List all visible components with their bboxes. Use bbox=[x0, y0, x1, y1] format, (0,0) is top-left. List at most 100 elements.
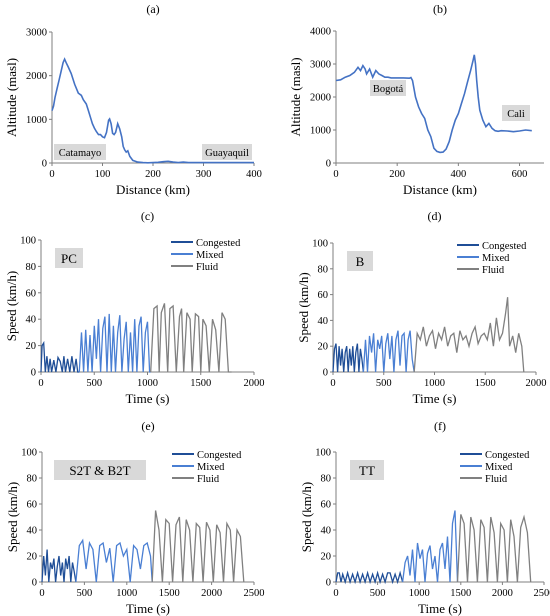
y-tick-label: 0 bbox=[326, 159, 331, 170]
y-tick-label: 2000 bbox=[310, 93, 331, 104]
speed-series-line bbox=[150, 303, 232, 373]
x-axis-title: Distance (km) bbox=[116, 182, 190, 197]
x-axis-title: Time (s) bbox=[126, 391, 170, 406]
y-tick-label: 40 bbox=[26, 315, 37, 326]
y-tick-label: 0 bbox=[326, 578, 331, 589]
x-tick-label: 1000 bbox=[116, 588, 137, 599]
y-tick-label: 20 bbox=[321, 552, 332, 563]
x-tick-label: 0 bbox=[39, 588, 44, 599]
location-label: Bogotá bbox=[373, 84, 404, 95]
location-label: Guayaquil bbox=[205, 148, 249, 159]
legend-label: Mixed bbox=[482, 253, 510, 264]
y-tick-label: 60 bbox=[26, 288, 37, 299]
legend-label: Fluid bbox=[196, 262, 219, 273]
speed-series-line bbox=[332, 343, 365, 373]
y-tick-label: 80 bbox=[321, 474, 332, 485]
y-tick-label: 100 bbox=[315, 448, 331, 459]
altitude-line bbox=[335, 54, 532, 154]
x-tick-label: 1000 bbox=[409, 588, 430, 599]
x-axis-title: Time (s) bbox=[126, 601, 170, 616]
legend-label: Fluid bbox=[482, 265, 505, 276]
y-tick-label: 80 bbox=[27, 474, 38, 485]
location-label-box bbox=[502, 105, 530, 121]
location-label-box bbox=[54, 144, 106, 160]
x-tick-label: 500 bbox=[86, 378, 102, 389]
x-tick-label: 400 bbox=[246, 169, 262, 180]
vehicle-label: S2T & B2T bbox=[69, 463, 130, 478]
chart-panel-1: (a) 0 100 200 300 400 0 1000 2000 3000 Distance (k… bbox=[4, 2, 262, 197]
x-tick-label: 100 bbox=[95, 169, 111, 180]
x-tick-label: 200 bbox=[145, 169, 161, 180]
location-label: Catamayo bbox=[59, 148, 102, 159]
y-tick-label: 60 bbox=[27, 500, 38, 511]
y-tick-label: 0 bbox=[42, 159, 47, 170]
x-tick-label: 0 bbox=[38, 378, 43, 389]
speed-series-line bbox=[75, 538, 153, 583]
x-tick-label: 600 bbox=[512, 169, 528, 180]
x-tick-label: 500 bbox=[376, 378, 392, 389]
x-tick-label: 2000 bbox=[244, 378, 265, 389]
y-tick-label: 0 bbox=[31, 368, 36, 379]
x-tick-label: 0 bbox=[49, 169, 54, 180]
y-tick-label: 20 bbox=[318, 342, 329, 353]
y-tick-label: 0 bbox=[323, 368, 328, 379]
panel-label: (a) bbox=[146, 2, 159, 16]
vehicle-label: TT bbox=[359, 463, 375, 478]
panel-label: (f) bbox=[434, 419, 446, 433]
x-tick-label: 300 bbox=[196, 169, 212, 180]
chart-panel-2: (b) 0 200 400 600 0 1000 2000 3000 4000 Distance (… bbox=[288, 2, 544, 197]
y-tick-label: 0 bbox=[32, 578, 37, 589]
y-tick-label: 1000 bbox=[26, 115, 47, 126]
x-tick-label: 500 bbox=[77, 588, 93, 599]
x-tick-label: 2000 bbox=[201, 588, 222, 599]
y-tick-label: 3000 bbox=[310, 60, 331, 71]
legend-label: Fluid bbox=[485, 474, 508, 485]
x-tick-label: 200 bbox=[389, 169, 405, 180]
y-tick-label: 40 bbox=[27, 526, 38, 537]
panel-label: (e) bbox=[141, 419, 154, 433]
y-tick-label: 20 bbox=[27, 552, 38, 563]
chart-panel-3: (c) 0 500 1000 1500 2000 0 20 40 60 80 100 Time (s) S… bbox=[4, 209, 265, 406]
panel-label: (b) bbox=[433, 2, 447, 16]
legend-label: Mixed bbox=[196, 250, 224, 261]
location-label-box bbox=[370, 80, 406, 96]
x-tick-label: 1500 bbox=[475, 378, 496, 389]
vehicle-label: B bbox=[356, 254, 365, 269]
speed-series-line bbox=[40, 340, 80, 373]
location-label: Cali bbox=[507, 109, 525, 120]
x-tick-label: 0 bbox=[333, 169, 338, 180]
speed-series-line bbox=[41, 549, 77, 583]
x-axis-title: Distance (km) bbox=[403, 182, 477, 197]
x-tick-label: 1000 bbox=[424, 378, 445, 389]
speed-series-line bbox=[151, 510, 245, 583]
x-tick-label: 2000 bbox=[492, 588, 513, 599]
location-label-box bbox=[202, 144, 252, 160]
panel-label: (d) bbox=[428, 209, 442, 223]
y-tick-label: 40 bbox=[318, 316, 329, 327]
y-axis-title: Altitude (masl) bbox=[288, 57, 303, 136]
x-axis-title: Time (s) bbox=[413, 391, 457, 406]
vehicle-label-box bbox=[347, 251, 373, 271]
speed-series-line bbox=[401, 510, 459, 583]
panel-label: (c) bbox=[141, 209, 154, 223]
y-axis-title: Speed (km/h) bbox=[296, 272, 311, 342]
legend-label: Congested bbox=[196, 238, 241, 249]
chart-panel-5: (e) 0 500 1000 1500 2000 2500 0 20 40 60 80 100 Time … bbox=[5, 419, 265, 616]
y-axis-title: Speed (km/h) bbox=[4, 271, 19, 341]
y-tick-label: 40 bbox=[321, 526, 332, 537]
legend-label: Congested bbox=[482, 241, 527, 252]
speed-series-line bbox=[456, 514, 532, 583]
y-tick-label: 20 bbox=[26, 341, 37, 352]
x-tick-label: 0 bbox=[330, 378, 335, 389]
speed-series-line bbox=[78, 313, 151, 373]
speed-series-line bbox=[413, 297, 525, 373]
x-tick-label: 0 bbox=[333, 588, 338, 599]
x-tick-label: 1000 bbox=[137, 378, 158, 389]
legend-label: Mixed bbox=[485, 462, 513, 473]
y-tick-label: 1000 bbox=[310, 126, 331, 137]
y-tick-label: 80 bbox=[318, 264, 329, 275]
y-tick-label: 60 bbox=[321, 500, 332, 511]
speed-series-line bbox=[335, 570, 404, 585]
y-tick-label: 100 bbox=[312, 239, 328, 250]
